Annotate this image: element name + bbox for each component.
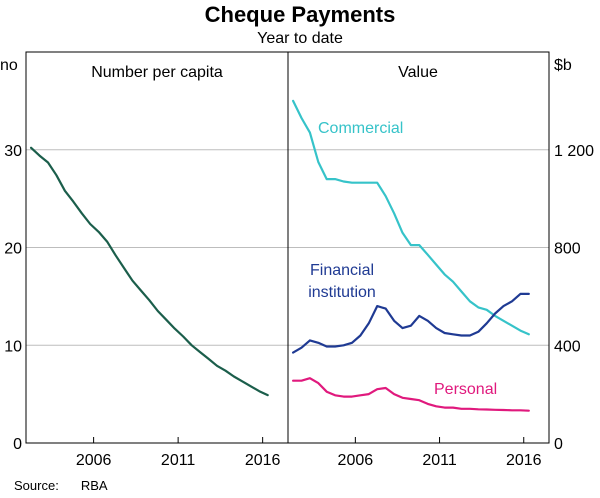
personal-series-line bbox=[292, 377, 530, 412]
x-tick-label: 2011 bbox=[422, 452, 457, 469]
financial-institution-series-line bbox=[292, 292, 530, 354]
left-axis-unit-label: no bbox=[0, 57, 18, 74]
panel-title-number-per-capita: Number per capita bbox=[91, 64, 223, 81]
chart-frame bbox=[25, 51, 550, 444]
right-y-tick-label: 1 200 bbox=[554, 143, 594, 160]
source-note: Source: RBA bbox=[14, 478, 130, 493]
right-axis-unit-label: $b bbox=[554, 57, 572, 74]
chart-subtitle: Year to date bbox=[257, 30, 343, 47]
financial-institution-label-line-2: institution bbox=[308, 284, 376, 301]
series-lines bbox=[30, 99, 530, 412]
x-tick-label: 2016 bbox=[245, 452, 281, 469]
left-y-tick-label: 20 bbox=[4, 241, 22, 258]
financial-institution-label-line-1: Financial bbox=[310, 262, 374, 279]
source-label: Source: bbox=[14, 478, 59, 493]
personal-series-label: Personal bbox=[434, 381, 497, 398]
panel-title-value: Value bbox=[398, 64, 438, 81]
chart-text: 2006 2011 2016 2006 2011 2016 0 10 20 30 0 400 800 1 … bbox=[0, 57, 594, 469]
x-tick-label: 2011 bbox=[161, 452, 196, 469]
chart-title: Cheque Payments bbox=[204, 2, 396, 27]
left-y-tick-label: 30 bbox=[4, 143, 22, 160]
x-tick-label: 2006 bbox=[338, 452, 374, 469]
right-y-tick-label: 400 bbox=[554, 338, 581, 355]
per-capita-series-line bbox=[30, 146, 269, 397]
commercial-series-label: Commercial bbox=[318, 120, 403, 137]
right-y-tick-label: 800 bbox=[554, 241, 581, 258]
x-tick-label: 2006 bbox=[76, 452, 112, 469]
left-y-tick-label: 10 bbox=[4, 338, 22, 355]
left-y-tick-label: 0 bbox=[13, 436, 22, 453]
financial-institution-series-label: Financial institution bbox=[308, 262, 376, 301]
right-y-tick-label: 0 bbox=[554, 436, 563, 453]
x-tick-label: 2016 bbox=[506, 452, 542, 469]
commercial-series-line bbox=[292, 99, 530, 336]
source-value: RBA bbox=[80, 478, 108, 493]
